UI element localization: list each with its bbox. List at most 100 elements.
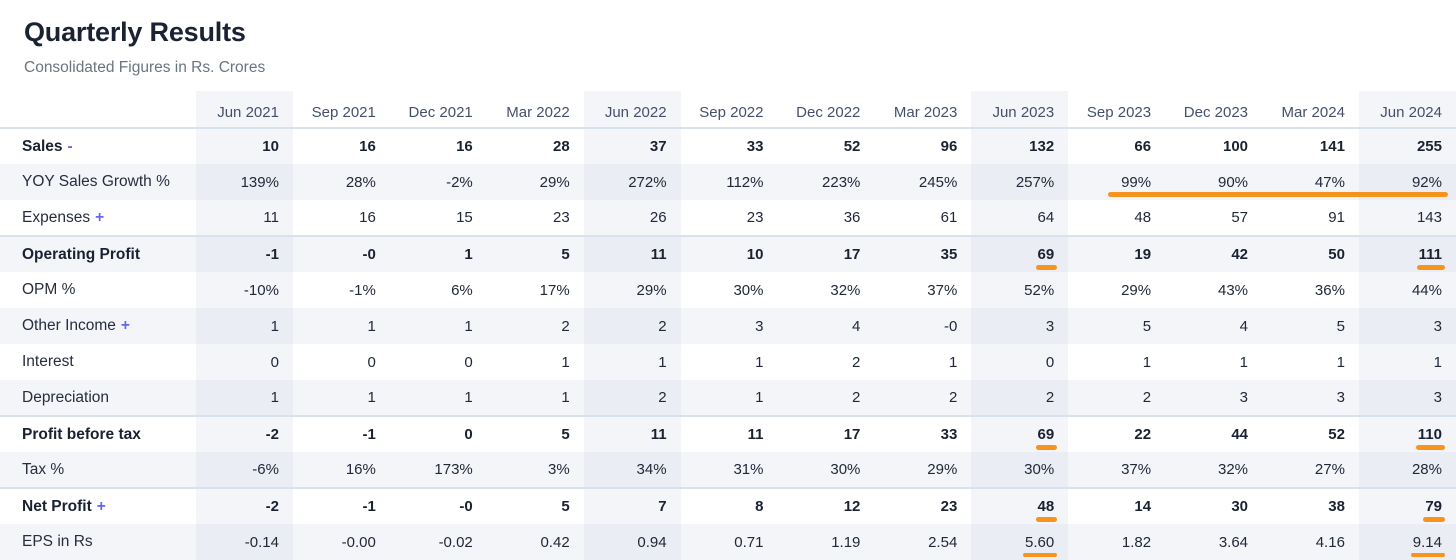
- cell: 23: [680, 200, 778, 236]
- cell: 27%: [1262, 452, 1359, 488]
- table-row-net-profit: Net Profit + -2 -1 -0 5 7 8 12 23 48 14 30 38 79: [0, 487, 1456, 524]
- row-label-cell: Depreciation: [0, 380, 197, 416]
- cell-value: 30%: [1024, 461, 1055, 478]
- cell-value: 29%: [1121, 281, 1152, 299]
- cell: 245%: [874, 164, 972, 200]
- cell: 5: [486, 235, 584, 272]
- cell: 79: [1358, 487, 1456, 524]
- cell: -6%: [196, 452, 293, 488]
- cell: -1: [292, 487, 390, 524]
- cell: 16%: [292, 452, 390, 488]
- quarterly-results-table-container: Jun 2021 Sep 2021 Dec 2021 Mar 2022 Jun 2022…: [0, 91, 1456, 560]
- cell: 29%: [874, 452, 972, 488]
- cell-value: -0.02: [438, 533, 473, 551]
- cell: 42: [1165, 235, 1263, 272]
- expand-toggle[interactable]: +: [96, 497, 106, 515]
- cell: 17: [777, 415, 875, 452]
- cell-value: -0.14: [244, 533, 279, 551]
- cell: 5: [486, 415, 584, 452]
- cell: 2: [583, 308, 681, 344]
- cell: 1: [196, 380, 293, 416]
- cell-value: 91: [1328, 209, 1345, 226]
- cell: 96: [874, 128, 972, 164]
- cell-value: 43%: [1217, 281, 1249, 299]
- cell-value: 32%: [830, 281, 861, 299]
- cell: 47%: [1262, 164, 1359, 200]
- cell: 17%: [486, 272, 584, 308]
- cell: 38: [1262, 487, 1359, 524]
- cell-value: 272%: [628, 173, 667, 191]
- cell-value: 1: [464, 246, 473, 263]
- cell: 0: [389, 415, 487, 452]
- cell: 110: [1358, 415, 1456, 452]
- row-label: Interest: [22, 353, 74, 370]
- cell-value: 3: [1336, 389, 1345, 406]
- cell-value: 33: [746, 138, 764, 155]
- cell-value: 0: [367, 353, 376, 371]
- cell: 91: [1262, 200, 1359, 236]
- row-label: YOY Sales Growth %: [22, 173, 170, 190]
- cell-value: 23: [552, 209, 570, 226]
- column-header-sep-2022: Sep 2022: [680, 91, 778, 129]
- cell-value: 8: [755, 498, 764, 515]
- cell: 0: [389, 344, 487, 380]
- cell: 11: [583, 235, 681, 272]
- cell: 1: [1068, 344, 1166, 380]
- cell-value: 32%: [1217, 461, 1249, 478]
- cell: 29%: [486, 164, 584, 200]
- table-row-tax: Tax % -6% 16% 173% 3% 34% 31% 30% 29% 30% 37% 32% 27…: [0, 452, 1456, 488]
- cell-value: 139%: [240, 173, 279, 191]
- cell: 3%: [486, 452, 584, 488]
- header-corner-cell: [0, 91, 197, 129]
- cell-value: 0.71: [734, 533, 764, 551]
- cell-value: 9.14: [1410, 533, 1446, 557]
- cell: 257%: [971, 164, 1069, 200]
- cell-value: 1: [270, 317, 279, 335]
- cell-value: 3%: [547, 461, 570, 478]
- cell: 69: [971, 415, 1069, 452]
- cell: 30%: [971, 452, 1069, 488]
- cell-value: 110: [1415, 426, 1446, 450]
- expand-toggle[interactable]: +: [95, 208, 105, 226]
- cell: 132: [971, 128, 1069, 164]
- cell: 2: [583, 380, 681, 416]
- cell-value: 6%: [451, 281, 473, 299]
- cell: 1: [680, 344, 778, 380]
- cell: 33: [680, 128, 778, 164]
- cell: 1: [486, 380, 584, 416]
- cell: 3: [1358, 308, 1456, 344]
- row-label: Other Income: [22, 317, 116, 334]
- row-label: Sales: [22, 137, 63, 155]
- cell: 92%: [1358, 164, 1456, 200]
- collapse-toggle[interactable]: -: [67, 137, 73, 155]
- cell-value: 0: [1045, 353, 1055, 371]
- table-row-opm: OPM % -10% -1% 6% 17% 29% 30% 32% 37% 52% 29% 43% 36…: [0, 272, 1456, 308]
- row-label-cell: Profit before tax: [0, 415, 197, 452]
- cell-value: 2: [1045, 389, 1055, 406]
- cell: 2: [486, 308, 584, 344]
- cell-value: 132: [1029, 138, 1055, 155]
- cell-value: 223%: [822, 173, 861, 191]
- cell-value: 31%: [733, 461, 764, 478]
- cell-value: 37%: [1121, 461, 1152, 478]
- cell-value: 36: [843, 209, 861, 226]
- cell: 12: [777, 487, 875, 524]
- cell: 30%: [777, 452, 875, 488]
- row-label-cell: Net Profit +: [0, 487, 197, 524]
- cell: 5: [486, 487, 584, 524]
- cell-value: 3: [755, 317, 764, 335]
- cell: 2: [777, 344, 875, 380]
- cell-value: 44%: [1411, 281, 1442, 299]
- cell-value: 4.16: [1315, 533, 1345, 551]
- column-header-jun-2021: Jun 2021: [196, 91, 293, 129]
- cell: 15: [389, 200, 487, 236]
- expand-toggle[interactable]: +: [120, 317, 130, 334]
- cell: 37: [583, 128, 681, 164]
- cell: 43%: [1165, 272, 1263, 308]
- cell: 48: [1068, 200, 1166, 236]
- cell-value: 28%: [345, 173, 376, 191]
- cell: 1: [389, 380, 487, 416]
- cell: 23: [874, 487, 972, 524]
- cell-value: -0: [459, 498, 473, 515]
- cell-value: 10: [262, 138, 279, 155]
